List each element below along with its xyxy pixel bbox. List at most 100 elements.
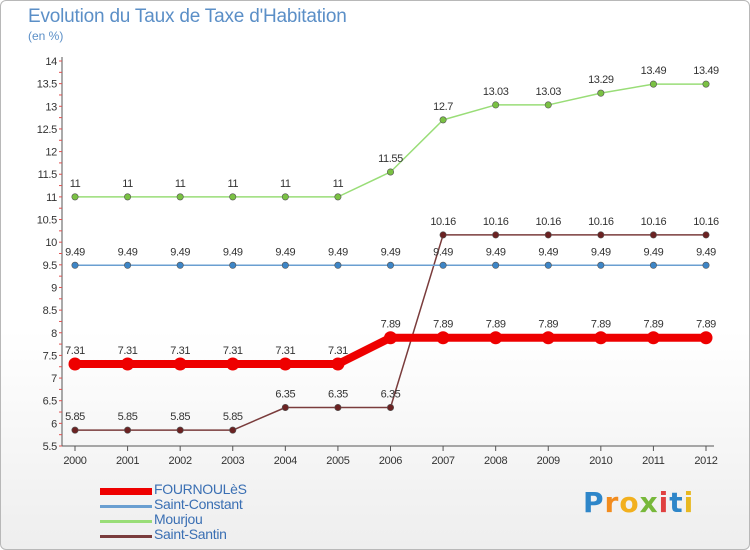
data-point	[492, 261, 500, 269]
chart-subtitle: (en %)	[28, 29, 64, 43]
data-label: 7.31	[170, 345, 190, 357]
data-label: 7.89	[538, 319, 558, 331]
x-tick-label: 2007	[431, 455, 454, 467]
data-label: 9.49	[275, 246, 295, 258]
chart-title: Evolution du Taux de Taxe d'Habitation	[28, 6, 347, 27]
data-label: 13.49	[693, 65, 719, 77]
data-label: 13.49	[641, 65, 667, 77]
y-tick-label: 11.5	[38, 169, 58, 181]
data-label: 7.89	[591, 319, 611, 331]
legend-label: Mourjou	[154, 511, 203, 527]
data-point	[226, 357, 240, 371]
data-point	[331, 357, 345, 371]
data-label: 7.31	[118, 345, 138, 357]
data-point	[492, 101, 500, 109]
data-point	[386, 403, 394, 411]
data-label: 5.85	[65, 411, 85, 423]
data-label: 9.49	[118, 246, 138, 258]
data-point	[71, 193, 79, 201]
data-point	[176, 193, 184, 201]
data-point	[649, 231, 657, 239]
data-point	[544, 101, 552, 109]
data-label: 9.49	[170, 246, 190, 258]
legend-swatch	[100, 504, 152, 508]
data-point	[229, 261, 237, 269]
data-point	[702, 80, 710, 88]
data-point	[492, 231, 500, 239]
data-label: 9.49	[328, 246, 348, 258]
data-label: 11	[227, 178, 238, 190]
legend-swatch	[100, 519, 152, 523]
data-label: 11	[70, 178, 81, 190]
data-point	[436, 331, 450, 345]
data-label: 5.85	[223, 411, 243, 423]
data-point	[334, 403, 342, 411]
data-point	[334, 193, 342, 201]
x-tick-label: 2003	[221, 455, 244, 467]
data-label: 7.31	[328, 345, 348, 357]
data-point	[71, 261, 79, 269]
data-label: 10.16	[693, 216, 719, 228]
data-point	[229, 193, 237, 201]
data-label: 7.89	[696, 319, 716, 331]
series-line-Mourjou	[74, 83, 707, 198]
data-point	[334, 261, 342, 269]
y-tick-label: 8.5	[43, 305, 58, 317]
data-label: 11	[122, 178, 133, 190]
data-point	[439, 231, 447, 239]
data-label: 9.49	[223, 246, 243, 258]
data-label: 10.16	[588, 216, 614, 228]
data-label: 9.49	[644, 246, 664, 258]
data-label: 9.49	[433, 246, 453, 258]
y-tick-label: 5.5	[43, 441, 58, 453]
data-label: 13.03	[483, 86, 509, 98]
data-label: 7.89	[433, 319, 453, 331]
data-point	[229, 426, 237, 434]
y-tick-label: 10.5	[37, 215, 57, 227]
data-label: 6.35	[275, 389, 295, 401]
data-label: 13.29	[588, 74, 614, 86]
x-tick-label: 2009	[537, 455, 560, 467]
proxiti-logo: Proxiti	[583, 486, 695, 519]
data-point	[121, 357, 135, 371]
data-point	[702, 231, 710, 239]
y-tick-label: 12.5	[37, 124, 57, 136]
data-label: 11	[280, 178, 291, 190]
x-tick-label: 2000	[63, 455, 86, 467]
data-label: 6.35	[328, 389, 348, 401]
x-tick-label: 2011	[642, 455, 665, 467]
x-tick-label: 2008	[484, 455, 507, 467]
data-label: 7.89	[644, 319, 664, 331]
data-point	[699, 331, 713, 345]
x-tick-label: 2012	[694, 455, 717, 467]
y-tick-label: 6.5	[43, 396, 58, 408]
data-point	[597, 261, 605, 269]
data-label: 10.16	[535, 216, 561, 228]
data-label: 9.49	[591, 246, 611, 258]
data-point	[541, 331, 555, 345]
data-label: 9.49	[65, 246, 85, 258]
data-label: 7.31	[65, 345, 85, 357]
data-point	[68, 357, 82, 371]
y-tick-label: 13.5	[37, 79, 57, 91]
y-tick-label: 7.5	[43, 350, 58, 362]
x-tick-label: 2005	[326, 455, 349, 467]
data-label: 7.31	[275, 345, 295, 357]
data-point	[597, 89, 605, 97]
data-point	[71, 426, 79, 434]
data-point	[702, 261, 710, 269]
data-point	[489, 331, 503, 345]
data-label: 9.49	[696, 246, 716, 258]
data-point	[281, 261, 289, 269]
legend-label: Saint-Santin	[154, 526, 227, 542]
data-label: 9.49	[538, 246, 558, 258]
y-tick-label: 12	[45, 147, 57, 159]
data-label: 5.85	[118, 411, 138, 423]
data-point	[646, 331, 660, 345]
data-point	[594, 331, 608, 345]
legend-swatch	[100, 487, 152, 495]
x-tick-label: 2006	[379, 455, 402, 467]
legend-label: Saint-Constant	[154, 496, 243, 512]
